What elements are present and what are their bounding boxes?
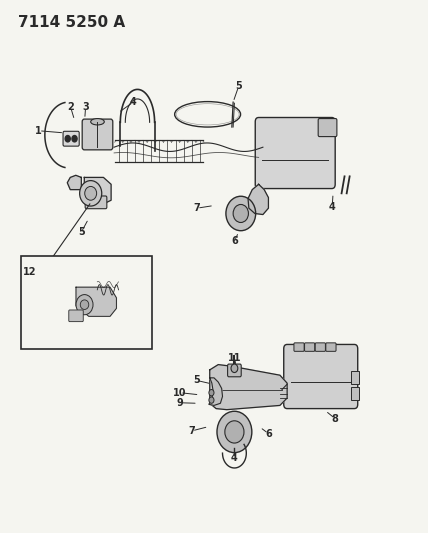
FancyBboxPatch shape [294, 343, 304, 351]
FancyBboxPatch shape [63, 131, 79, 146]
Text: 5: 5 [193, 375, 200, 385]
Circle shape [209, 390, 214, 396]
Bar [351, 371, 359, 384]
Ellipse shape [233, 205, 248, 222]
Text: 6: 6 [231, 236, 238, 246]
Ellipse shape [226, 196, 256, 231]
FancyBboxPatch shape [228, 364, 241, 377]
FancyBboxPatch shape [326, 343, 336, 351]
Ellipse shape [85, 187, 97, 200]
Ellipse shape [217, 411, 252, 453]
Polygon shape [76, 287, 116, 317]
Polygon shape [209, 378, 223, 406]
Circle shape [209, 397, 214, 403]
Polygon shape [210, 365, 287, 410]
FancyBboxPatch shape [82, 119, 113, 150]
Ellipse shape [225, 421, 244, 443]
FancyBboxPatch shape [318, 118, 337, 136]
Text: 5: 5 [78, 227, 85, 237]
Text: 11: 11 [228, 353, 241, 362]
Polygon shape [248, 184, 268, 215]
Circle shape [231, 364, 238, 373]
FancyBboxPatch shape [305, 343, 315, 351]
Text: 8: 8 [332, 414, 339, 424]
Polygon shape [84, 177, 111, 204]
Text: 12: 12 [23, 267, 37, 277]
Text: 4: 4 [329, 201, 336, 212]
Text: 9: 9 [177, 398, 183, 408]
Text: 10: 10 [173, 387, 187, 398]
Text: 1: 1 [36, 126, 42, 136]
Bar [351, 387, 359, 400]
Ellipse shape [80, 300, 89, 310]
Polygon shape [67, 175, 81, 190]
Ellipse shape [80, 181, 102, 206]
Text: 7114 5250 A: 7114 5250 A [18, 14, 125, 30]
Circle shape [65, 135, 70, 142]
Text: 2: 2 [67, 102, 74, 112]
FancyBboxPatch shape [284, 344, 358, 409]
Text: 4: 4 [130, 97, 137, 107]
Text: 3: 3 [82, 102, 89, 112]
Text: 7: 7 [188, 426, 195, 436]
Bar [21, 256, 152, 349]
FancyBboxPatch shape [69, 310, 83, 321]
Text: 4: 4 [231, 454, 238, 463]
Ellipse shape [91, 118, 104, 125]
Text: 5: 5 [235, 81, 242, 91]
Circle shape [72, 135, 77, 142]
FancyBboxPatch shape [255, 117, 335, 189]
Ellipse shape [76, 295, 93, 315]
FancyBboxPatch shape [315, 343, 325, 351]
Text: 6: 6 [265, 429, 272, 439]
FancyBboxPatch shape [85, 196, 107, 209]
Text: 7: 7 [193, 203, 200, 213]
